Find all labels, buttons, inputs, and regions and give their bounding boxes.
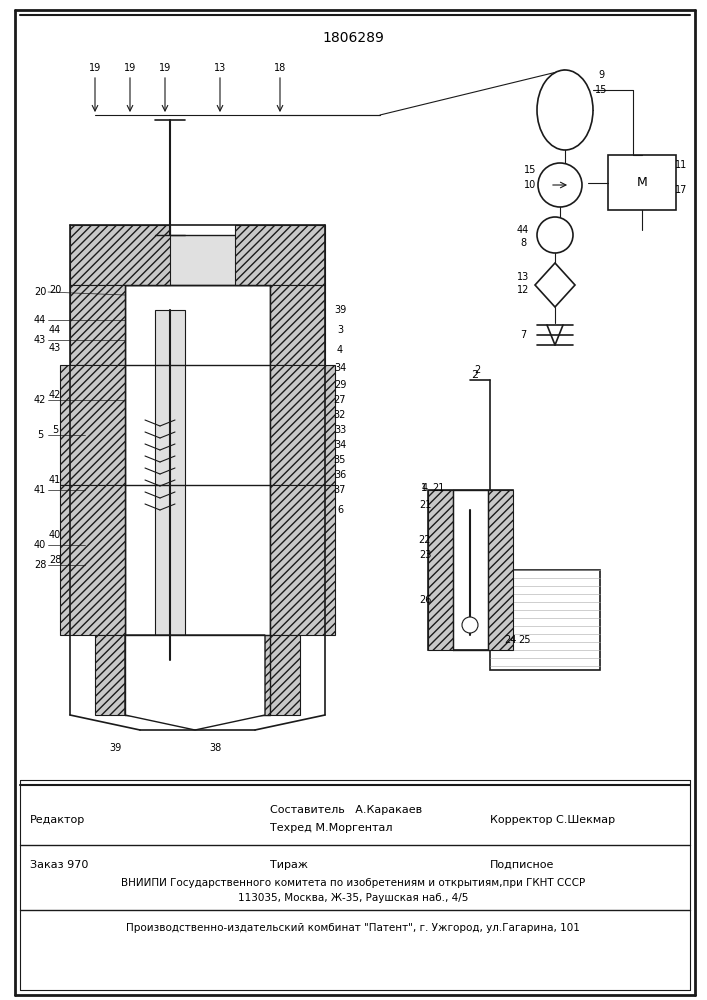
Text: 23: 23: [419, 550, 431, 560]
Text: 36: 36: [334, 470, 346, 480]
Text: 8: 8: [520, 238, 526, 248]
Text: ВНИИПИ Государственного комитета по изобретениям и открытиям,при ГКНТ СССР: ВНИИПИ Государственного комитета по изоб…: [121, 878, 585, 888]
Text: 19: 19: [124, 63, 136, 73]
Text: 21: 21: [432, 483, 444, 493]
Bar: [488, 490, 513, 650]
Text: 10: 10: [524, 180, 536, 190]
Text: 18: 18: [274, 63, 286, 73]
Text: 13: 13: [517, 272, 529, 282]
Text: 41: 41: [34, 485, 46, 495]
Polygon shape: [125, 635, 265, 730]
Text: 24: 24: [504, 635, 516, 645]
Bar: [70, 285, 125, 365]
Bar: [235, 225, 325, 285]
Text: М: М: [636, 176, 648, 189]
Text: 34: 34: [334, 363, 346, 373]
Text: 6: 6: [337, 505, 343, 515]
Text: 40: 40: [49, 530, 61, 540]
Text: 42: 42: [34, 395, 46, 405]
Text: 1806289: 1806289: [322, 31, 384, 45]
Bar: [70, 225, 170, 285]
Text: Корректор С.Шекмар: Корректор С.Шекмар: [490, 815, 615, 825]
Text: 44: 44: [34, 315, 46, 325]
Bar: [270, 365, 335, 485]
Text: 43: 43: [49, 343, 61, 353]
Text: 40: 40: [34, 540, 46, 550]
Text: Техред М.Моргентал: Техред М.Моргентал: [270, 823, 392, 833]
Bar: [95, 635, 150, 715]
Text: 44: 44: [49, 325, 61, 335]
Text: 42: 42: [49, 390, 62, 400]
Text: 7: 7: [520, 330, 526, 340]
Text: 20: 20: [34, 287, 46, 297]
Bar: [240, 635, 300, 715]
Text: 12: 12: [517, 285, 529, 295]
Text: 29: 29: [334, 380, 346, 390]
Text: 43: 43: [34, 335, 46, 345]
Bar: [608, 155, 676, 210]
Bar: [270, 285, 325, 365]
Circle shape: [462, 617, 478, 633]
Text: 4: 4: [422, 483, 428, 493]
Text: 5: 5: [37, 430, 43, 440]
Text: 44: 44: [517, 225, 529, 235]
Text: 1: 1: [421, 483, 427, 493]
Text: Заказ 970: Заказ 970: [30, 860, 88, 870]
Text: 22: 22: [419, 535, 431, 545]
Bar: [115, 235, 280, 285]
Text: 4: 4: [337, 345, 343, 355]
Ellipse shape: [537, 70, 593, 150]
Text: 38: 38: [209, 743, 221, 753]
Text: Составитель   А.Каракаев: Составитель А.Каракаев: [270, 805, 422, 815]
Text: 33: 33: [334, 425, 346, 435]
Text: 35: 35: [334, 455, 346, 465]
Bar: [428, 490, 453, 650]
Text: 113035, Москва, Ж-35, Раушская наб., 4/5: 113035, Москва, Ж-35, Раушская наб., 4/5: [238, 893, 468, 903]
Text: 39: 39: [334, 305, 346, 315]
Text: 15: 15: [524, 165, 536, 175]
Text: 20: 20: [49, 285, 62, 295]
Text: Производственно-издательский комбинат "Патент", г. Ужгород, ул.Гагарина, 101: Производственно-издательский комбинат "П…: [126, 923, 580, 933]
Bar: [60, 485, 125, 635]
Text: 21: 21: [419, 500, 431, 510]
Text: 39: 39: [109, 743, 121, 753]
Text: Тираж: Тираж: [270, 860, 308, 870]
Bar: [125, 285, 270, 715]
Text: 5: 5: [52, 425, 58, 435]
Text: Редактор: Редактор: [30, 815, 86, 825]
Text: 2: 2: [474, 365, 480, 375]
Text: 34: 34: [334, 440, 346, 450]
Bar: [428, 490, 513, 650]
Text: 17: 17: [674, 185, 687, 195]
Text: 19: 19: [159, 63, 171, 73]
Text: 19: 19: [89, 63, 101, 73]
Text: 28: 28: [49, 555, 62, 565]
Text: 15: 15: [595, 85, 607, 95]
Polygon shape: [535, 263, 575, 307]
Text: 3: 3: [337, 325, 343, 335]
Bar: [490, 570, 600, 670]
Text: 26: 26: [419, 595, 431, 605]
Text: 28: 28: [34, 560, 46, 570]
Text: 25: 25: [519, 635, 531, 645]
Text: 27: 27: [334, 395, 346, 405]
Text: 41: 41: [49, 475, 61, 485]
Circle shape: [538, 163, 582, 207]
Bar: [60, 365, 125, 485]
Text: 13: 13: [214, 63, 226, 73]
Text: 37: 37: [334, 485, 346, 495]
Text: 32: 32: [334, 410, 346, 420]
Text: 11: 11: [675, 160, 687, 170]
Text: Подписное: Подписное: [490, 860, 554, 870]
Text: 2: 2: [472, 370, 479, 380]
Bar: [155, 310, 185, 660]
Text: 9: 9: [598, 70, 604, 80]
Bar: [270, 485, 335, 635]
Circle shape: [537, 217, 573, 253]
